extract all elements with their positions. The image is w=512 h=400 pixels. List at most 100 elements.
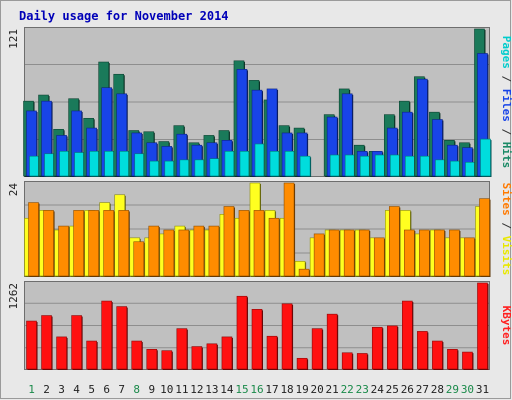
bar-bottom-kbytes-day-7 <box>116 306 128 370</box>
bar-middle-sites-day-1 <box>28 202 39 277</box>
bar-top-pages-day-3 <box>59 151 70 177</box>
bar-top-pages-day-8 <box>134 153 146 177</box>
x-tick-label-day-20: 20 <box>311 383 324 396</box>
bar-middle-sites-day-30 <box>464 237 475 277</box>
bar-middle-sites-day-15 <box>238 210 250 277</box>
panel-max-label: 24 <box>7 183 20 197</box>
bar-top-pages-day-21 <box>329 154 341 177</box>
bar-top-pages-day-5 <box>89 151 100 177</box>
x-tick-label-day-30: 30 <box>461 383 474 396</box>
bar-middle-sites-day-26 <box>404 229 415 277</box>
bar-bottom-kbytes-day-30 <box>462 351 473 370</box>
bar-middle-sites-day-25 <box>388 206 400 277</box>
bar-top-pages-day-4 <box>74 152 85 177</box>
panel-side-label: Sites / Visits <box>500 183 512 276</box>
side-label-part: Hits <box>500 142 512 169</box>
bar-top-pages-day-25 <box>389 154 401 177</box>
x-axis-labels: 1 2 3 4 5 6 7 8 9 10 11 12 13 14 15 16 17 18 19 20 21 22 23 24 2… <box>28 383 489 396</box>
bar-bottom-kbytes-day-28 <box>432 340 443 370</box>
bar-middle-sites-day-14 <box>223 206 235 277</box>
x-tick-label-day-10: 10 <box>160 383 173 396</box>
bar-middle-sites-day-10 <box>163 229 175 277</box>
bar-top-pages-day-17 <box>269 151 281 177</box>
bar-bottom-kbytes-day-13 <box>206 343 218 370</box>
x-tick-label-day-17: 17 <box>265 383 278 396</box>
bar-middle-sites-day-16 <box>253 210 265 277</box>
bar-middle-sites-day-12 <box>193 225 205 277</box>
bar-top-pages-day-12 <box>194 159 206 177</box>
x-tick-label-day-7: 7 <box>118 383 125 396</box>
bar-middle-sites-day-4 <box>73 210 84 277</box>
panel-side-label: Pages / Files / Hits <box>500 36 512 169</box>
x-tick-label-day-23: 23 <box>356 383 369 396</box>
bar-bottom-kbytes-day-14 <box>221 336 233 370</box>
x-tick-label-day-24: 24 <box>371 383 385 396</box>
side-label-part: / <box>500 69 512 89</box>
bar-bottom-kbytes-day-18 <box>281 303 293 370</box>
x-tick-label-day-9: 9 <box>148 383 155 396</box>
x-tick-label-day-21: 21 <box>326 383 339 396</box>
bar-bottom-kbytes-day-5 <box>86 340 97 370</box>
bar-top-pages-day-29 <box>450 160 461 177</box>
bar-bottom-kbytes-day-17 <box>266 335 278 370</box>
bar-bottom-kbytes-day-25 <box>386 325 398 370</box>
chart-title: Daily usage for November 2014 <box>19 9 229 23</box>
bar-top-pages-day-6 <box>104 151 115 177</box>
x-tick-label-day-13: 13 <box>205 383 218 396</box>
bar-top-pages-day-16 <box>254 143 266 177</box>
side-label-part: Visits <box>500 236 512 276</box>
x-tick-label-day-29: 29 <box>446 383 459 396</box>
bar-bottom-kbytes-day-8 <box>131 340 143 370</box>
bar-middle-sites-day-20 <box>313 233 325 277</box>
bar-bottom-kbytes-day-20 <box>311 328 323 370</box>
x-tick-label-day-16: 16 <box>250 383 263 396</box>
bar-middle-sites-day-13 <box>208 225 220 277</box>
bar-middle-sites-day-31 <box>479 198 490 277</box>
bar-bottom-kbytes-day-11 <box>176 328 188 370</box>
bar-top-pages-day-13 <box>209 158 221 177</box>
bar-middle-sites-day-19 <box>298 268 310 277</box>
bar-bottom-kbytes-day-2 <box>41 315 52 370</box>
bar-top-pages-day-27 <box>420 155 431 177</box>
bar-middle-sites-day-11 <box>178 229 190 277</box>
bar-bottom-kbytes-day-23 <box>356 353 368 370</box>
bar-bottom-kbytes-day-9 <box>146 349 158 370</box>
x-tick-label-day-3: 3 <box>58 383 65 396</box>
panel-max-label: 1262 <box>7 283 20 310</box>
bar-top-pages-day-2 <box>44 153 55 177</box>
x-tick-label-day-25: 25 <box>386 383 399 396</box>
bar-top-pages-day-30 <box>465 162 476 177</box>
bar-top-pages-day-11 <box>179 159 191 177</box>
bar-bottom-kbytes-day-22 <box>341 352 353 370</box>
x-tick-label-day-1: 1 <box>28 383 35 396</box>
bar-top-pages-day-9 <box>149 160 161 177</box>
x-tick-label-day-4: 4 <box>73 383 80 396</box>
panel-bottom: 1262 KBytes <box>7 281 512 370</box>
bar-bottom-kbytes-day-1 <box>26 320 37 370</box>
side-label-part: Pages <box>500 36 512 69</box>
x-tick-label-day-31: 31 <box>476 383 489 396</box>
bar-top-pages-day-22 <box>344 154 356 177</box>
x-tick-label-day-22: 22 <box>341 383 354 396</box>
chart-panels: 121 Pages / Files / Hits 24 Sites / Visits 1… <box>7 27 512 370</box>
panel-middle: 24 Sites / Visits <box>7 181 512 277</box>
bar-bottom-kbytes-day-27 <box>417 331 428 370</box>
bar-middle-sites-day-21 <box>328 229 340 277</box>
bar-middle-sites-day-28 <box>434 229 445 277</box>
x-tick-label-day-2: 2 <box>43 383 50 396</box>
bar-top-pages-day-23 <box>359 155 371 177</box>
bar-middle-sites-day-3 <box>58 225 69 277</box>
bar-bottom-kbytes-day-16 <box>251 309 263 370</box>
x-tick-label-day-18: 18 <box>280 383 293 396</box>
panel-top: 121 Pages / Files / Hits <box>7 27 512 177</box>
side-label-part: / <box>500 216 512 236</box>
bar-middle-sites-day-17 <box>268 217 280 277</box>
bar-middle-sites-day-7 <box>118 210 130 277</box>
bar-bottom-kbytes-day-24 <box>371 326 383 370</box>
bar-top-pages-day-19 <box>299 155 311 177</box>
bar-top-pages-day-10 <box>164 160 176 177</box>
x-tick-label-day-19: 19 <box>295 383 308 396</box>
bar-top-pages-day-18 <box>284 151 296 177</box>
